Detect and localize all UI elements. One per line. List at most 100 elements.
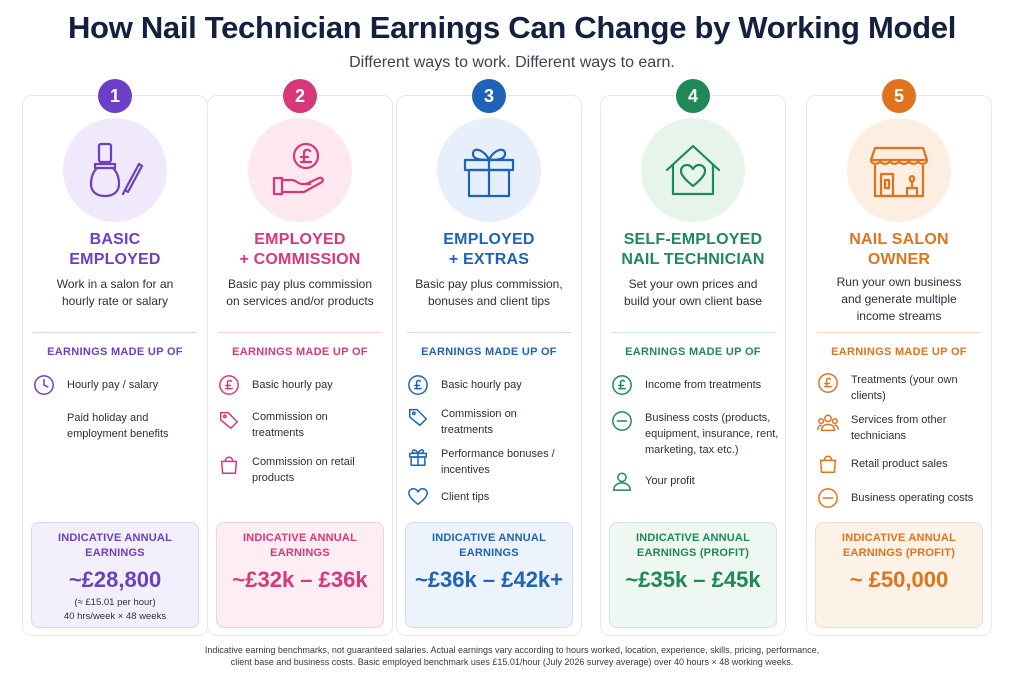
earnings-box: INDICATIVE ANNUAL EARNINGS ~£28,800 (≈ £… (31, 522, 199, 628)
earnings-box-label: EARNINGS (85, 547, 145, 559)
pound-coin-icon (219, 375, 239, 395)
gift-icon (437, 118, 541, 222)
list-item-label: Business costs (products, equipment, ins… (645, 412, 779, 456)
shopping-bag-icon (220, 456, 238, 474)
earnings-value: ~£35k – £45k (625, 567, 761, 592)
divider (33, 332, 197, 333)
card-description-line: bonuses and client tips (427, 294, 551, 308)
house-heart-icon (641, 118, 745, 222)
list-item-label: Retail product sales (851, 458, 948, 470)
divider (817, 332, 981, 333)
footnote: Indicative earning benchmarks, not guara… (150, 644, 874, 668)
earnings-made-up-of-label: EARNINGS MADE UP OF (232, 346, 368, 358)
storefront-icon (847, 118, 951, 222)
clock-icon (34, 375, 54, 395)
people-icon (817, 414, 839, 432)
earnings-box-label: INDICATIVE ANNUAL (57, 532, 172, 544)
list-item-label: Basic hourly pay (252, 379, 333, 391)
minus-circle-icon (818, 488, 838, 508)
card-number-badge: 1 (98, 79, 132, 113)
card-description-line: and generate multiple (841, 292, 957, 306)
earnings-value: ~ £50,000 (849, 567, 949, 592)
card-description-line: Basic pay plus commission, (415, 277, 563, 291)
footnote-line: client base and business costs. Basic em… (230, 657, 794, 667)
list-item-label: Hourly pay / salary (67, 379, 159, 391)
earnings-box-label: INDICATIVE ANNUAL (841, 532, 956, 544)
card-description-line: hourly rate or salary (61, 294, 169, 308)
earnings-value: ~£28,800 (68, 567, 162, 592)
earnings-value: ~£36k – £42k+ (414, 567, 564, 592)
earnings-note: (≈ £15.01 per hour) (74, 597, 156, 608)
list-item-label: Treatments (your own clients) (851, 374, 958, 402)
card-number-badge: 3 (472, 79, 506, 113)
list-item-label: Paid holiday and employment benefits (67, 412, 169, 440)
heart-icon (408, 488, 428, 506)
card-description-line: build your own client base (623, 294, 763, 308)
earnings-box-label: INDICATIVE ANNUAL (635, 532, 750, 544)
nail-polish-icon (63, 118, 167, 222)
card-heading-line: NAIL TECHNICIAN (621, 251, 765, 268)
card-heading-line: + EXTRAS (448, 251, 530, 268)
card-description-line: Basic pay plus commission (227, 277, 373, 291)
list-item-label: Commission on retail products (252, 456, 355, 484)
card-employed-commission: 2 EMPLOYED + COMMISSION Basic pay plus c… (207, 79, 393, 636)
hand-coin-icon (248, 118, 352, 222)
earnings-box-label: EARNINGS (459, 547, 519, 559)
list-item-label: Basic hourly pay (441, 379, 522, 391)
divider (611, 332, 775, 333)
card-heading-line: BASIC (89, 231, 141, 248)
list-item-label: Performance bonuses / incentives (441, 448, 555, 476)
earnings-value: ~£32k – £36k (232, 567, 368, 592)
card-basic-employed: 1 BASIC EMPLOYED Work in a salon for an … (22, 79, 208, 636)
card-number-badge: 4 (676, 79, 710, 113)
card-heading-line: OWNER (867, 251, 931, 268)
card-heading-line: EMPLOYED (69, 251, 161, 268)
footnote-line: Indicative earning benchmarks, not guara… (204, 645, 820, 655)
card-heading-line: EMPLOYED (443, 231, 535, 248)
earnings-made-up-of-label: EARNINGS MADE UP OF (625, 346, 761, 358)
gift-box-icon (409, 449, 427, 466)
card-description-line: Set your own prices and (628, 277, 758, 291)
list-item-label: Business operating costs (851, 492, 974, 504)
card-number-badge: 2 (283, 79, 317, 113)
card-heading-line: SELF-EMPLOYED (623, 231, 763, 248)
list-item-label: Your profit (645, 475, 695, 487)
list-item-label: Client tips (441, 491, 490, 503)
card-salon-owner: 5 NAIL SALON OWNER Run your own business… (806, 79, 992, 636)
card-heading-line: NAIL SALON (849, 231, 949, 248)
shopping-bag-icon (819, 455, 837, 473)
earnings-made-up-of-label: EARNINGS MADE UP OF (421, 346, 557, 358)
earnings-box-label: EARNINGS (PROFIT) (842, 547, 956, 559)
pound-coin-icon (612, 375, 632, 395)
list-item-label: Commission on treatments (252, 411, 328, 439)
earnings-box-label: INDICATIVE ANNUAL (242, 532, 357, 544)
card-description-line: on services and/or products (226, 294, 374, 308)
earnings-box: INDICATIVE ANNUAL EARNINGS (PROFIT) ~ £5… (815, 522, 983, 628)
list-item-label: Income from treatments (645, 379, 762, 391)
person-icon (613, 472, 631, 491)
earnings-note: 40 hrs/week × 48 weeks (63, 611, 167, 622)
tag-icon (220, 411, 238, 429)
earnings-box: INDICATIVE ANNUAL EARNINGS (PROFIT) ~£35… (609, 522, 777, 628)
earnings-box-label: EARNINGS (PROFIT) (636, 547, 750, 559)
card-number-badge: 5 (882, 79, 916, 113)
list-item-label: Commission on treatments (441, 408, 517, 436)
earnings-made-up-of-label: EARNINGS MADE UP OF (831, 346, 967, 358)
card-employed-extras: 3 EMPLOYED + EXTRAS Basic pay plus commi… (396, 79, 582, 636)
earnings-box: INDICATIVE ANNUAL EARNINGS ~£32k – £36k (216, 522, 384, 628)
card-description-line: Run your own business (836, 275, 962, 289)
tag-icon (409, 408, 427, 426)
card-self-employed: 4 SELF-EMPLOYED NAIL TECHNICIAN Set your… (600, 79, 786, 636)
pound-coin-icon (408, 375, 428, 395)
list-item-label: Services from other technicians (851, 414, 947, 442)
pound-coin-icon (818, 373, 838, 393)
divider (407, 332, 571, 333)
page-subtitle: Different ways to work. Different ways t… (349, 54, 675, 71)
earnings-box-label: INDICATIVE ANNUAL (431, 532, 546, 544)
card-heading-line: EMPLOYED (254, 231, 346, 248)
minus-circle-icon (612, 411, 632, 431)
earnings-box: INDICATIVE ANNUAL EARNINGS ~£36k – £42k+ (405, 522, 573, 628)
page-title: How Nail Technician Earnings Can Change … (67, 10, 957, 45)
card-description-line: income streams (856, 309, 942, 323)
card-heading-line: + COMMISSION (239, 251, 361, 268)
